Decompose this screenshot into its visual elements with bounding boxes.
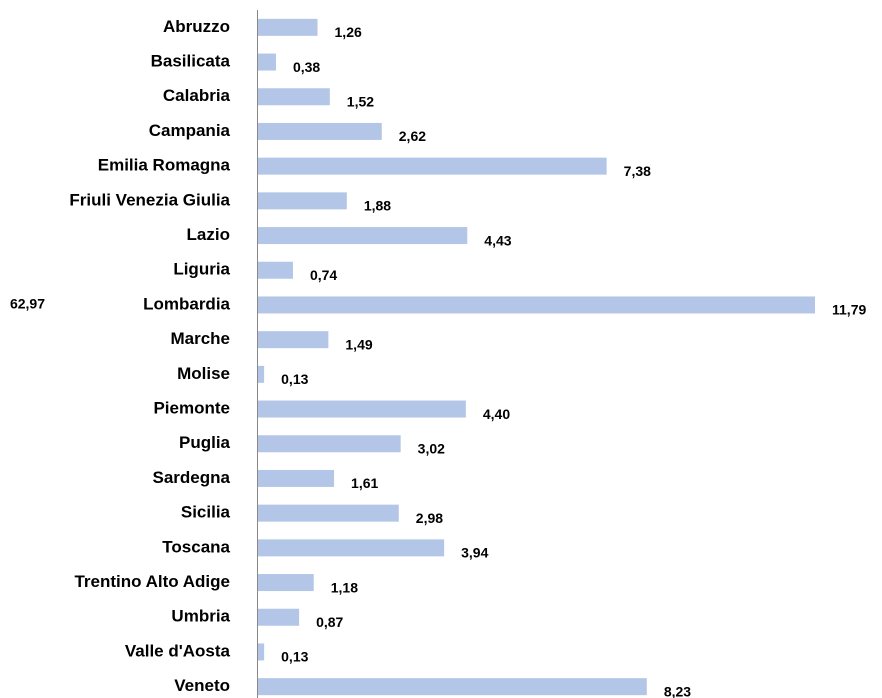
value-label: 0,74 (310, 267, 337, 283)
category-label: Umbria (171, 607, 230, 626)
bar (258, 504, 399, 522)
value-label: 1,52 (347, 93, 374, 109)
category-label: Friuli Venezia Giulia (69, 190, 230, 209)
value-label: 7,38 (624, 163, 651, 179)
bar (258, 365, 265, 383)
bar (258, 227, 468, 245)
bar (258, 261, 293, 279)
bar (258, 192, 347, 210)
bar (258, 296, 815, 314)
bar (258, 469, 335, 487)
category-label: Puglia (179, 433, 231, 452)
value-label: 1,61 (351, 475, 378, 491)
value-label: 0,87 (316, 614, 343, 630)
bar (258, 18, 318, 36)
bar (258, 88, 330, 106)
value-label: 3,02 (418, 440, 445, 456)
category-label: Lombardia (143, 294, 230, 313)
value-label: 0,13 (281, 371, 308, 387)
category-label: Calabria (163, 86, 231, 105)
value-label: 11,79 (832, 302, 866, 318)
bar (258, 435, 401, 453)
value-label: 2,98 (416, 510, 443, 526)
category-label: Abruzzo (163, 17, 230, 36)
bar (258, 608, 300, 626)
category-label: Marche (170, 329, 230, 348)
value-label: 8,23 (664, 683, 691, 698)
bar (258, 539, 445, 557)
category-label: Liguria (173, 260, 230, 279)
bar (258, 157, 607, 175)
value-label: 0,38 (293, 59, 320, 75)
category-label: Campania (149, 121, 231, 140)
value-label: 1,26 (335, 24, 362, 40)
bar (258, 53, 276, 71)
category-label: Trentino Alto Adige (74, 572, 230, 591)
bar (258, 678, 647, 696)
value-label: 4,40 (483, 406, 510, 422)
value-label: 1,49 (345, 336, 372, 352)
value-label: 1,18 (331, 579, 358, 595)
bar (258, 400, 466, 418)
category-label: Emilia Romagna (98, 156, 231, 175)
value-label: 2,62 (399, 128, 426, 144)
category-label: Lazio (187, 225, 230, 244)
category-label: Molise (177, 364, 230, 383)
bar (258, 643, 265, 661)
value-label: 0,13 (281, 649, 308, 665)
bar (258, 331, 329, 349)
category-label: Valle d'Aosta (125, 641, 231, 660)
value-label: 4,43 (484, 232, 511, 248)
category-label: Sardegna (153, 468, 231, 487)
bar (258, 574, 314, 592)
category-label: Veneto (174, 676, 230, 695)
value-label: 1,88 (364, 198, 391, 214)
annotation: 62,97 (10, 296, 45, 312)
category-label: Toscana (162, 537, 230, 556)
bar (258, 122, 382, 140)
category-label: Basilicata (151, 52, 231, 71)
value-label: 3,94 (461, 545, 488, 561)
category-label: Piemonte (153, 399, 230, 418)
category-label: Sicilia (181, 503, 231, 522)
